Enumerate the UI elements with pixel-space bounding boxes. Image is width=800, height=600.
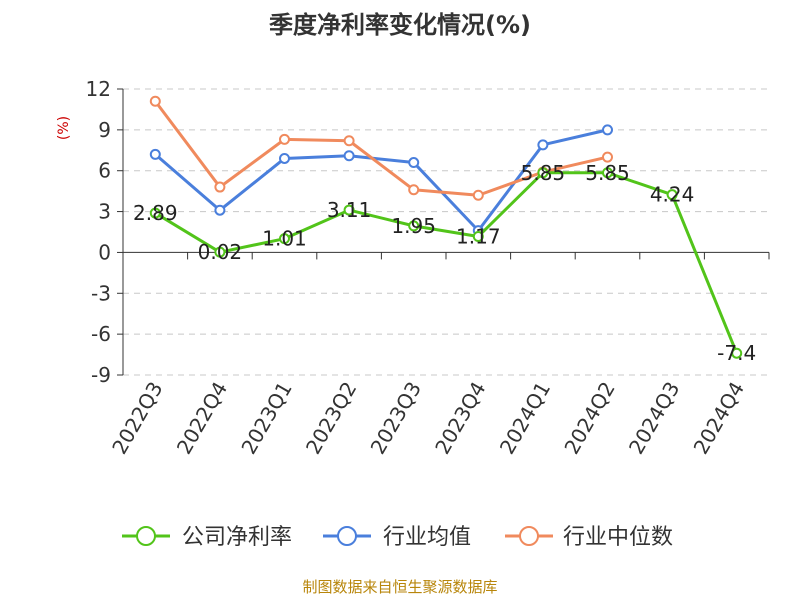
x-tick-label: 2022Q4 bbox=[172, 378, 232, 459]
x-tick-labels: 2022Q3 2022Q4 2023Q1 2023Q2 2023Q3 2023Q4 2024… bbox=[107, 378, 749, 459]
data-point bbox=[537, 139, 549, 151]
series-line-2 bbox=[154, 100, 608, 197]
data-point bbox=[149, 148, 161, 160]
data-point bbox=[472, 230, 484, 242]
data-label: 5.85 bbox=[521, 161, 566, 185]
data-label: 3.11 bbox=[327, 198, 372, 222]
legend-swatch-marker bbox=[136, 526, 156, 546]
data-label: 5.85 bbox=[585, 161, 630, 185]
data-point bbox=[214, 204, 226, 216]
data-label: 4.24 bbox=[650, 183, 695, 207]
source-note: 制图数据来自恒生聚源数据库 bbox=[302, 578, 497, 596]
series-line-1 bbox=[154, 128, 608, 233]
x-tick-label: 2024Q2 bbox=[559, 378, 619, 459]
chart-title: 季度净利率变化情况(%) bbox=[269, 11, 531, 39]
y-tick-label: 6 bbox=[98, 159, 111, 183]
data-label: -7.4 bbox=[717, 341, 756, 365]
data-point bbox=[472, 189, 484, 201]
data-point bbox=[408, 184, 420, 196]
legend-label: 行业中位数 bbox=[563, 525, 673, 550]
data-label: 0.02 bbox=[198, 240, 243, 264]
data-point bbox=[214, 246, 226, 258]
legend: 公司净利率 行业均值 行业中位数 bbox=[122, 525, 673, 550]
series-lines bbox=[149, 95, 743, 359]
y-tick-label: 3 bbox=[98, 200, 111, 224]
data-point bbox=[343, 150, 355, 162]
data-point bbox=[602, 151, 613, 163]
y-tick-label: 9 bbox=[98, 118, 111, 142]
y-axis-label: (%) bbox=[56, 116, 72, 140]
data-label: 1.17 bbox=[456, 224, 501, 248]
data-point bbox=[602, 167, 613, 179]
y-tick-labels: 12 9 6 3 0 -3 -6 -9 bbox=[86, 77, 111, 387]
data-label: 1.01 bbox=[262, 227, 307, 251]
legend-swatch-marker bbox=[337, 526, 357, 546]
data-point bbox=[537, 167, 549, 179]
data-labels: 2.89 0.02 1.01 3.11 1.95 1.17 5.85 5.85 4.24 -7.4 bbox=[133, 161, 756, 365]
legend-swatch-marker bbox=[519, 526, 539, 546]
data-point bbox=[343, 204, 355, 216]
y-tick-label: 0 bbox=[98, 240, 111, 264]
y-tick-label: -3 bbox=[91, 281, 111, 305]
data-point bbox=[666, 189, 678, 201]
x-tick-label: 2022Q3 bbox=[107, 378, 167, 459]
data-point bbox=[214, 181, 226, 193]
legend-label: 行业均值 bbox=[383, 525, 471, 550]
x-tick-label: 2023Q1 bbox=[236, 378, 296, 459]
series-line-0 bbox=[154, 171, 739, 354]
x-tick-label: 2023Q4 bbox=[430, 378, 490, 459]
x-tick-label: 2024Q4 bbox=[689, 378, 749, 459]
data-label: 1.95 bbox=[391, 214, 436, 238]
legend-label: 公司净利率 bbox=[182, 525, 292, 550]
data-point bbox=[602, 124, 613, 136]
y-tick-label: 12 bbox=[86, 77, 111, 101]
data-point bbox=[279, 152, 290, 164]
x-tick-label: 2023Q3 bbox=[366, 378, 426, 459]
y-tick-label: -6 bbox=[91, 322, 111, 346]
data-point bbox=[343, 135, 355, 147]
data-point bbox=[149, 95, 161, 107]
data-point bbox=[149, 207, 161, 219]
data-point bbox=[408, 157, 420, 169]
data-label: 2.89 bbox=[133, 201, 178, 225]
data-point bbox=[408, 220, 420, 232]
x-tick-label: 2024Q1 bbox=[495, 378, 555, 459]
data-point bbox=[279, 133, 290, 145]
data-point bbox=[731, 347, 743, 359]
y-tick-label: -9 bbox=[91, 363, 111, 387]
data-point bbox=[279, 233, 290, 245]
axes bbox=[117, 88, 770, 376]
x-tick-label: 2024Q3 bbox=[624, 378, 684, 459]
x-tick-label: 2023Q2 bbox=[301, 378, 361, 459]
grid-lines bbox=[123, 88, 769, 376]
